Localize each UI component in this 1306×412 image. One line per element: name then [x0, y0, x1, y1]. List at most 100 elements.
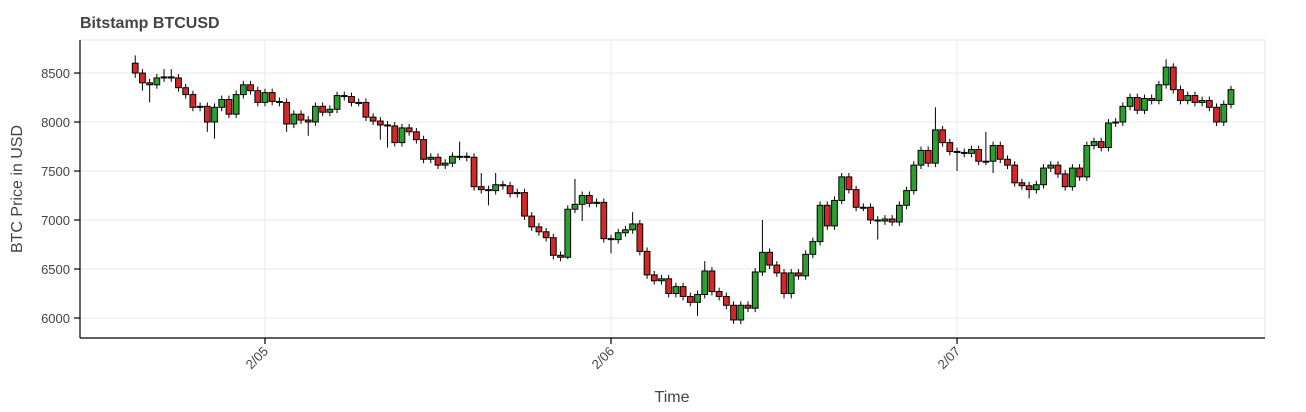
candle-body [247, 84, 254, 92]
candle-body [564, 208, 572, 258]
candle-body [535, 226, 543, 233]
candle-body [917, 149, 925, 166]
candle-body [975, 148, 983, 162]
candle-body [398, 127, 406, 144]
candle-body [722, 295, 730, 306]
candle-body [751, 271, 759, 309]
candle-body [1191, 95, 1199, 103]
candle-body [759, 251, 766, 273]
candle-body [348, 96, 355, 103]
candle-body [859, 206, 867, 209]
y-tick-label: 7000 [41, 213, 70, 228]
candle-body [211, 106, 218, 123]
candle-body [319, 105, 327, 113]
candle-body [412, 131, 420, 141]
candle-body [167, 76, 175, 79]
candle-body [571, 203, 579, 210]
candle-body [989, 145, 997, 162]
candle-body [492, 184, 500, 192]
candle-body [715, 291, 723, 297]
candle-body [1205, 99, 1213, 108]
candle-body [276, 100, 283, 103]
candle-body [196, 105, 204, 108]
y-tick-label: 8000 [41, 115, 70, 130]
candle-body [326, 108, 334, 113]
candle-body [441, 162, 449, 166]
candle-body [1032, 184, 1040, 191]
y-axis-label: BTC Price in USD [9, 125, 26, 253]
candle-body [585, 195, 593, 204]
x-axis-label: Time [655, 389, 690, 406]
y-tick-label: 7500 [41, 164, 70, 179]
candle-body [996, 145, 1004, 160]
x-tick-label: 2/05 [243, 344, 272, 373]
candle-body [376, 120, 384, 126]
candle-body [297, 113, 305, 121]
candle-body [449, 155, 456, 164]
candle-body [254, 90, 262, 103]
candle-body [701, 270, 709, 295]
candle-body [932, 129, 939, 164]
y-tick-label: 8500 [41, 66, 70, 81]
candle-body [1220, 103, 1228, 123]
candle-body [521, 192, 528, 217]
candle-body [766, 251, 773, 266]
candle-body [903, 190, 910, 206]
candle-body [737, 304, 745, 321]
plot-frame [79, 39, 1266, 339]
candle-body [665, 278, 673, 295]
candle-body [283, 101, 290, 125]
candle-body [845, 176, 853, 191]
candle-body [160, 76, 168, 79]
candle-body [384, 124, 391, 127]
candle-body [831, 199, 838, 227]
candle-body [968, 148, 975, 154]
candle-body [261, 92, 269, 103]
candle-body [131, 62, 139, 74]
candle-body [636, 223, 644, 252]
candle-body [809, 241, 817, 255]
candle-body [1227, 89, 1235, 105]
candle-body [355, 101, 363, 104]
candle-body [513, 192, 521, 195]
candle-body [622, 229, 629, 234]
candle-body [787, 272, 795, 295]
candle-body [218, 98, 226, 108]
candle-body [557, 254, 564, 258]
candle-body [629, 223, 637, 231]
candle-body [312, 105, 319, 123]
candle-body [405, 127, 413, 133]
candle-body [499, 184, 507, 187]
candle-body [686, 295, 694, 303]
candle-body [333, 95, 341, 110]
candle-body [506, 185, 514, 195]
x-tick-label: 2/07 [935, 344, 964, 373]
candle-body [420, 139, 427, 160]
chart-title: Bitstamp BTCUSD [80, 15, 220, 32]
candle-body [456, 155, 464, 158]
candle-body [542, 231, 550, 239]
candle-body [578, 195, 586, 205]
candle-body [658, 278, 665, 282]
y-tick-label: 6000 [41, 311, 70, 326]
candle-body [607, 238, 615, 241]
candle-body [1162, 66, 1170, 86]
candle-body [780, 272, 788, 295]
candle-body [838, 176, 846, 201]
candle-body [1040, 167, 1047, 186]
candle-body [1018, 182, 1026, 187]
candle-body [290, 113, 298, 125]
candle-body [304, 119, 312, 123]
candle-body [463, 155, 471, 158]
candle-body [1076, 167, 1083, 178]
candle-body [1090, 141, 1098, 147]
candle-body [139, 72, 146, 84]
candle-body [679, 286, 687, 297]
candle-body [1119, 105, 1127, 123]
candle-body [694, 293, 701, 303]
candle-body [910, 164, 918, 192]
candle-body [1047, 164, 1055, 169]
candle-body [593, 201, 600, 204]
candle-body [1112, 121, 1120, 124]
candle-body [1155, 84, 1163, 101]
